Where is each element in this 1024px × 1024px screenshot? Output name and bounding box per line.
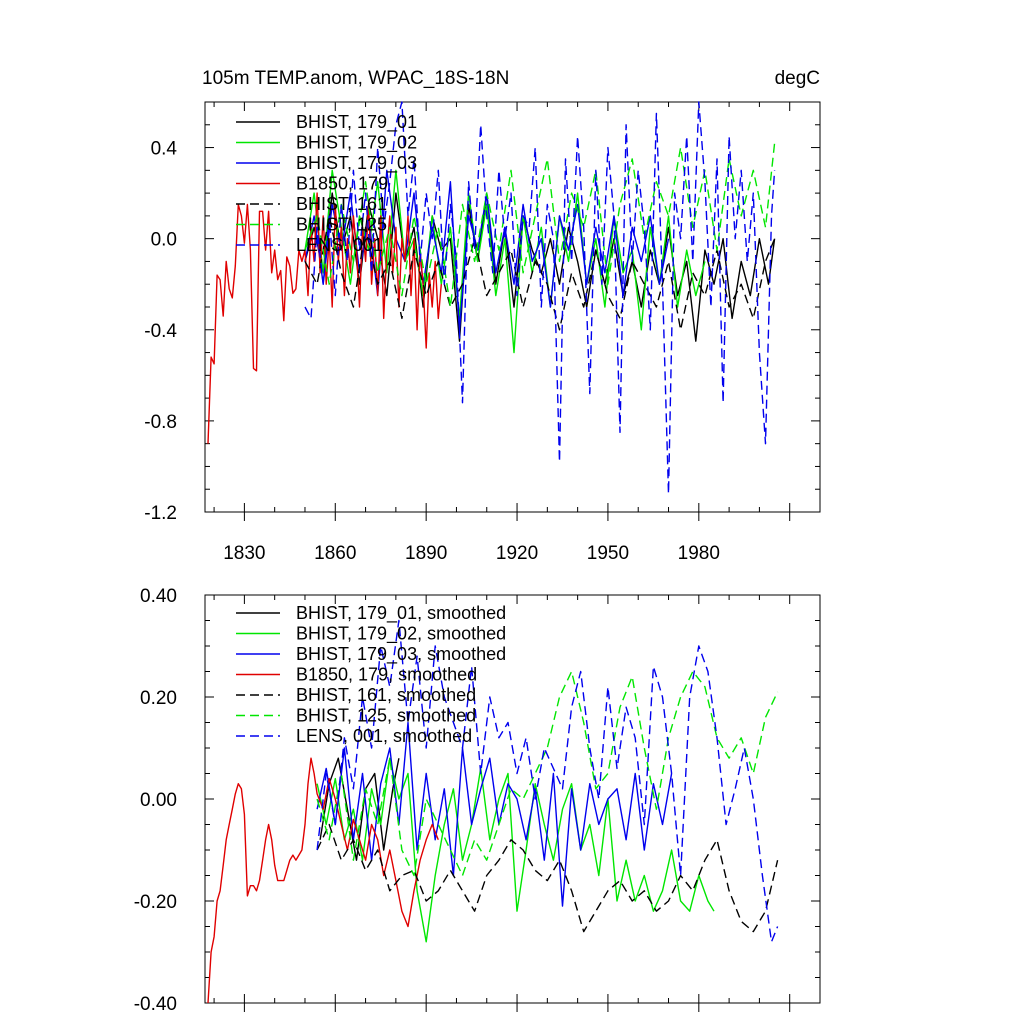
legend-label: BHIST, 179_02 bbox=[296, 133, 417, 154]
legend-label: B1850, 179, smoothed bbox=[296, 665, 477, 685]
x-tick-label: 1980 bbox=[678, 543, 720, 564]
legend-label: BHIST, 161, smoothed bbox=[296, 685, 476, 705]
y-tick-label: -0.20 bbox=[134, 892, 177, 913]
legend-label: BHIST, 179_03, smoothed bbox=[296, 644, 506, 665]
legend-label: BHIST, 179_01 bbox=[296, 112, 417, 133]
legend-label: B1850, 179 bbox=[296, 174, 388, 194]
chart-units-label: degC bbox=[775, 68, 820, 89]
legend-label: BHIST, 161 bbox=[296, 194, 387, 214]
bottom-series-group bbox=[207, 619, 779, 1004]
series-line-bhist-161 bbox=[304, 215, 776, 331]
x-tick-label: 1950 bbox=[587, 543, 629, 564]
top-series-group bbox=[207, 101, 776, 495]
series-line-bhist-179-01-smoothed bbox=[319, 757, 400, 861]
legend-label: BHIST, 179_01, smoothed bbox=[296, 603, 506, 624]
top-axes-ticks: 1830 1860 1890 1920 1950 1980 0.4 0.0 -0.4 -0.8 -1… bbox=[144, 101, 821, 564]
series-line-bhist-161-smoothed bbox=[316, 823, 779, 933]
y-tick-label: 0.40 bbox=[140, 586, 177, 607]
x-tick-label: 1890 bbox=[405, 543, 447, 564]
legend-label: BHIST, 125, smoothed bbox=[296, 706, 476, 726]
x-tick-label: 1920 bbox=[496, 543, 538, 564]
series-line-bhist-179-02-smoothed bbox=[316, 757, 715, 943]
legend-label: BHIST, 125 bbox=[296, 215, 387, 235]
series-line-lens-001-smoothed bbox=[316, 619, 779, 943]
series-line-b1850-179-smoothed bbox=[207, 757, 439, 1004]
y-tick-label: -0.40 bbox=[134, 994, 177, 1015]
x-tick-label: 1830 bbox=[223, 543, 265, 564]
y-tick-label: -1.2 bbox=[144, 503, 177, 524]
legend-label: BHIST, 179_02, smoothed bbox=[296, 624, 506, 645]
series-line-bhist-125 bbox=[304, 142, 776, 308]
x-tick-label: 1860 bbox=[314, 543, 356, 564]
bottom-axes-ticks: 0.40 0.20 0.00 -0.20 -0.40 bbox=[134, 586, 821, 1015]
series-line-b1850-179 bbox=[207, 192, 442, 444]
y-tick-label: 0.20 bbox=[140, 688, 177, 709]
y-tick-label: -0.4 bbox=[144, 321, 177, 342]
legend-label: LENS, 001, smoothed bbox=[296, 726, 472, 746]
legend-label: BHIST, 179_03 bbox=[296, 153, 417, 174]
series-line-lens-001 bbox=[304, 101, 776, 495]
y-tick-label: 0.00 bbox=[140, 790, 177, 811]
series-line-bhist-179-03-smoothed bbox=[316, 721, 673, 907]
legend-label: LENS, 001 bbox=[296, 235, 383, 255]
chart-title: 105m TEMP.anom, WPAC_18S-18N bbox=[202, 68, 509, 89]
y-tick-label: 0.0 bbox=[151, 230, 177, 251]
series-line-bhist-125-smoothed bbox=[316, 670, 779, 877]
y-tick-label: -0.8 bbox=[144, 412, 177, 433]
y-tick-label: 0.4 bbox=[151, 139, 178, 160]
